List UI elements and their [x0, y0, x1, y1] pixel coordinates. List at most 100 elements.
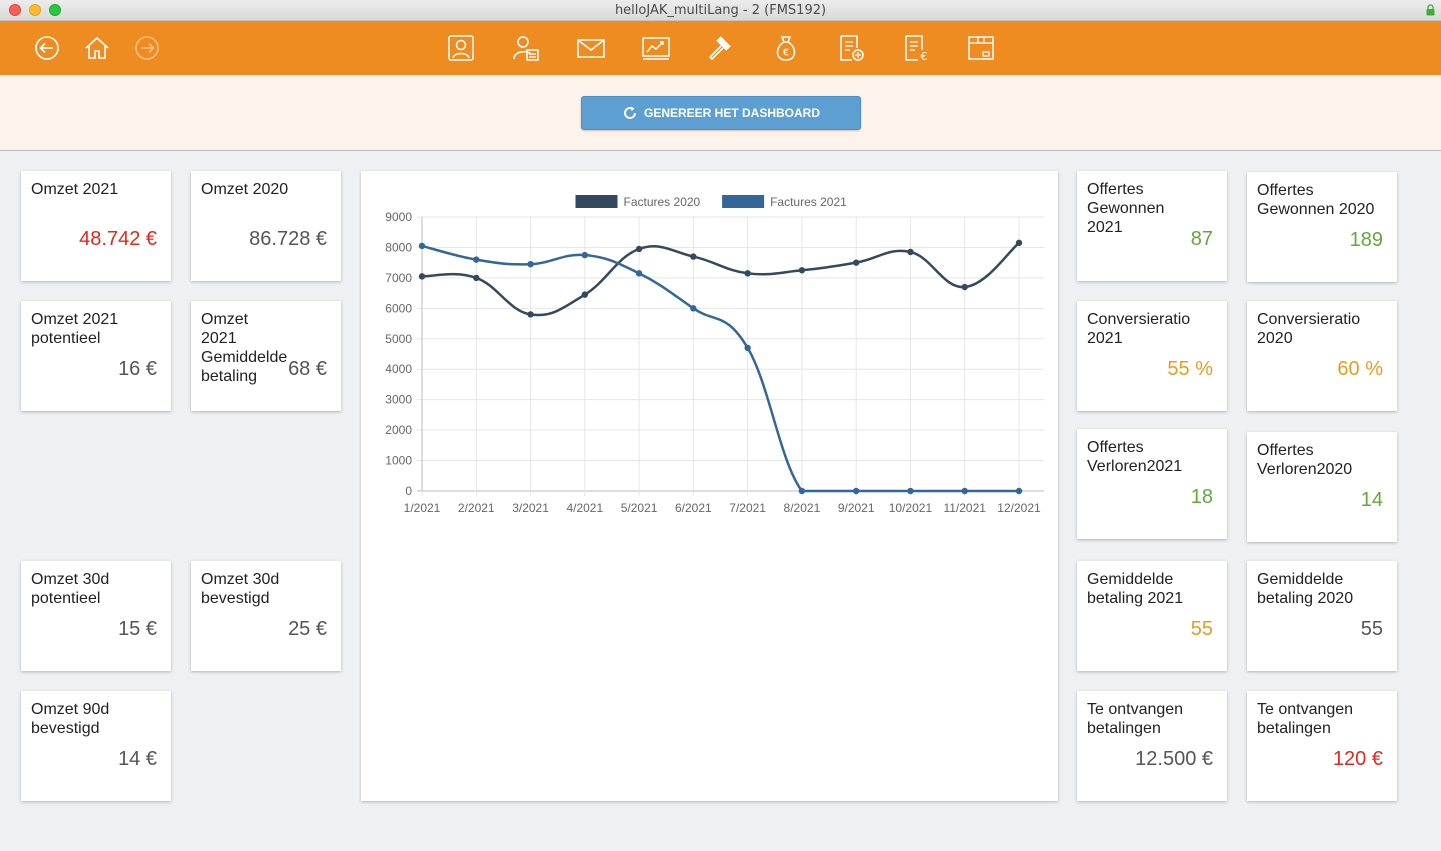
data-point: [907, 487, 914, 495]
data-point: [798, 487, 806, 495]
data-point: [1015, 239, 1023, 247]
card-value: 12.500 €: [1135, 748, 1213, 770]
y-tick-label: 3000: [385, 393, 412, 407]
contact-card-icon[interactable]: [446, 33, 476, 63]
x-tick-label: 11/2021: [943, 501, 986, 515]
card-label: Omzet 90d bevestigd: [31, 701, 110, 737]
svg-text:€: €: [783, 48, 789, 59]
data-point: [690, 305, 697, 312]
card-label: Omzet 2020: [201, 181, 289, 198]
y-tick-label: 2000: [385, 423, 412, 437]
kpi-card-omzet-90d-bevestigd: Omzet 90d bevestigd 14 €: [21, 691, 171, 801]
kpi-card-conversieratio-2021: Conversieratio 2021 55 %: [1077, 301, 1227, 411]
card-label: Offertes Gewonnen 2021: [1087, 181, 1165, 236]
card-value: 16 €: [118, 358, 157, 380]
kpi-card-conversieratio-2020: Conversieratio 2020 60 %: [1247, 301, 1397, 411]
forward-arrow-icon[interactable]: [132, 33, 162, 63]
series-line-1: [421, 244, 1019, 493]
data-point: [852, 487, 860, 495]
window-titlebar: helloJAK_multiLang - 2 (FMS192): [0, 0, 1441, 21]
data-point: [744, 344, 751, 352]
kpi-card-offertes-gewonnen-2020: Offertes Gewonnen 2020 189: [1247, 172, 1397, 282]
y-tick-label: 9000: [385, 210, 412, 224]
kpi-card-te-ontvangen-betalingen-overdue: Te ontvangen betalingen 120 €: [1247, 691, 1397, 801]
x-tick-label: 7/2021: [729, 501, 766, 515]
card-label: Omzet 30d bevestigd: [201, 571, 280, 607]
x-tick-label: 10/2021: [889, 501, 933, 515]
kpi-card-omzet-30d-potentieel: Omzet 30d potentieel 15 €: [21, 561, 171, 671]
data-point: [961, 283, 968, 291]
y-tick-label: 0: [405, 484, 412, 498]
archive-box-icon[interactable]: [966, 33, 996, 63]
gavel-icon[interactable]: [706, 33, 736, 63]
kpi-card-omzet-2021-potentieel: Omzet 2021 potentieel 16 €: [21, 301, 171, 411]
invoice-add-icon[interactable]: [836, 33, 866, 63]
user-document-icon[interactable]: [511, 33, 541, 63]
card-value: 86.728 €: [249, 228, 327, 250]
card-label: Gemiddelde betaling 2020: [1257, 571, 1354, 607]
card-value: 48.742 €: [79, 228, 157, 250]
kpi-card-omzet-2021-gemiddelde-betaling: Omzet 2021 Gemiddelde betaling 68 €: [191, 301, 341, 411]
card-value: 18: [1190, 486, 1213, 508]
svg-text:€: €: [921, 50, 928, 63]
invoice-euro-icon[interactable]: €: [901, 33, 931, 63]
card-value: 55 %: [1167, 358, 1213, 380]
lock-icon: [1426, 4, 1435, 16]
kpi-card-omzet-30d-bevestigd: Omzet 30d bevestigd 25 €: [191, 561, 341, 671]
zoom-window-button[interactable]: [49, 4, 61, 16]
x-tick-label: 5/2021: [621, 501, 658, 515]
card-label: Offertes Verloren2020: [1257, 442, 1353, 478]
card-value: 60 %: [1337, 358, 1383, 380]
data-point: [418, 242, 426, 250]
card-label: Omzet 2021: [31, 181, 119, 198]
card-label: Offertes Verloren2021: [1087, 439, 1183, 475]
series-line-0: [421, 241, 1020, 317]
card-label: Gemiddelde betaling 2021: [1087, 571, 1184, 607]
window-title: helloJAK_multiLang - 2 (FMS192): [614, 3, 827, 18]
kpi-card-omzet-2020: Omzet 2020 86.728 €: [191, 171, 341, 281]
card-label: Conversieratio 2021: [1087, 311, 1191, 347]
card-value: 189: [1349, 229, 1383, 251]
card-label: Omzet 30d potentieel: [31, 571, 110, 607]
data-point: [1015, 487, 1023, 495]
legend-swatch: [575, 195, 618, 208]
generate-dashboard-label: GENEREER HET DASHBOARD: [643, 106, 820, 120]
refresh-icon: [623, 106, 636, 119]
card-value: 15 €: [118, 618, 157, 640]
x-tick-label: 2/2021: [458, 501, 495, 515]
money-bag-icon[interactable]: €: [771, 33, 801, 63]
x-tick-label: 9/2021: [838, 501, 875, 515]
card-value: 14: [1360, 489, 1383, 511]
kpi-card-gemiddelde-betaling-2020: Gemiddelde betaling 2020 55: [1247, 561, 1397, 671]
close-window-button[interactable]: [9, 4, 21, 16]
card-value: 68 €: [288, 358, 327, 380]
y-tick-label: 6000: [385, 301, 412, 315]
kpi-card-gemiddelde-betaling-2021: Gemiddelde betaling 2021 55: [1077, 561, 1227, 671]
card-label: Omzet 2021 potentieel: [31, 311, 119, 347]
data-point: [418, 273, 426, 280]
kpi-card-offertes-gewonnen-2021: Offertes Gewonnen 2021 87: [1077, 171, 1227, 281]
mail-icon[interactable]: [576, 33, 606, 63]
legend-label: Factures 2021: [770, 195, 847, 209]
data-point: [635, 270, 643, 277]
invoices-line-chart: 0 1000 2000 3000 4000 5000 6000 7000 8000 9000 1/2…: [385, 195, 1044, 515]
card-value: 87: [1190, 228, 1213, 250]
data-point: [961, 487, 968, 495]
kpi-card-te-ontvangen-betalingen: Te ontvangen betalingen 12.500 €: [1077, 691, 1227, 801]
kpi-card-offertes-verloren-2020: Offertes Verloren2020 14: [1247, 432, 1397, 542]
x-tick-label: 1/2021: [404, 501, 441, 515]
y-tick-label: 4000: [385, 362, 412, 376]
x-tick-label: 4/2021: [566, 501, 603, 515]
x-tick-label: 8/2021: [784, 501, 821, 515]
generate-dashboard-button[interactable]: GENEREER HET DASHBOARD: [581, 96, 861, 130]
home-icon[interactable]: [82, 33, 112, 63]
card-value: 120 €: [1332, 748, 1383, 770]
chart-board-icon[interactable]: [641, 33, 671, 63]
card-value: 14 €: [118, 748, 157, 770]
data-point: [907, 248, 914, 256]
data-point: [473, 256, 480, 263]
data-point: [690, 253, 697, 260]
minimize-window-button[interactable]: [29, 4, 41, 16]
back-arrow-icon[interactable]: [32, 33, 62, 63]
y-tick-label: 1000: [385, 454, 412, 468]
